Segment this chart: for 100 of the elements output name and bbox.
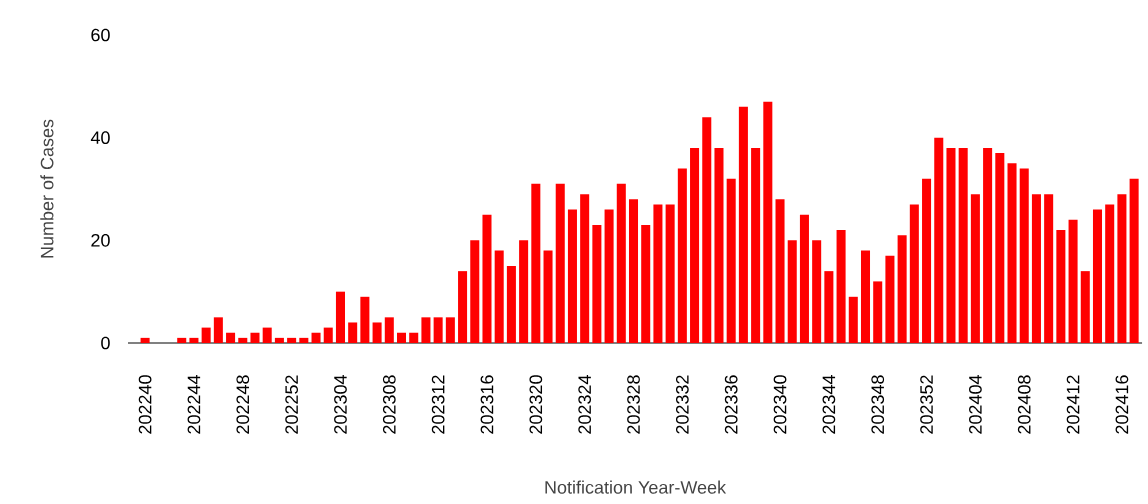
x-tick-label: 202336: [724, 375, 738, 434]
bar: [738, 106, 748, 343]
bar: [1019, 168, 1029, 343]
bar: [238, 337, 248, 343]
x-tick-label: 202332: [675, 375, 689, 434]
x-tick-label: 202416: [1115, 375, 1129, 434]
bar: [335, 291, 345, 343]
bar: [860, 250, 871, 343]
bar: [1080, 271, 1090, 343]
x-tick-label: 202412: [1066, 375, 1080, 434]
bar: [445, 317, 455, 343]
bar: [506, 266, 516, 343]
bar: [384, 317, 394, 343]
bar: [665, 204, 675, 343]
bar: [714, 147, 724, 343]
bar: [1007, 163, 1017, 343]
bar: [567, 209, 577, 343]
x-tick-label: 202408: [1017, 375, 1031, 434]
bar: [409, 332, 419, 343]
bar: [799, 214, 809, 343]
bar: [848, 296, 858, 343]
x-tick-label: 202404: [969, 375, 982, 434]
bar: [922, 178, 932, 343]
x-tick-label: 202308: [382, 375, 396, 434]
bar: [1044, 194, 1054, 343]
bar: [311, 332, 321, 343]
bar: [1129, 178, 1139, 343]
x-tick-label: 202348: [871, 375, 885, 434]
bar: [909, 204, 919, 343]
bar: [323, 327, 333, 343]
bar: [372, 322, 382, 343]
bar: [763, 101, 773, 343]
bar: [677, 168, 687, 343]
x-tick-label: 202352: [920, 375, 933, 434]
bar: [213, 317, 223, 343]
bar: [177, 337, 187, 343]
bar: [702, 117, 712, 343]
bar: [751, 147, 761, 343]
bar: [360, 296, 370, 343]
bar: [604, 209, 614, 343]
bar: [250, 332, 260, 343]
x-tick-label: 202324: [578, 375, 592, 434]
bar: [690, 147, 700, 343]
bar: [1068, 219, 1078, 343]
bar: [946, 147, 956, 343]
bar: [580, 194, 590, 343]
bar: [934, 137, 944, 343]
x-tick-label: 202248: [236, 375, 250, 434]
bar: [775, 199, 785, 343]
bar: [189, 337, 199, 343]
bar: [824, 271, 834, 343]
y-axis-title: Number of Cases: [40, 119, 54, 258]
x-tick-label: 202312: [431, 375, 445, 434]
x-tick-label: 202340: [773, 375, 787, 434]
bar: [1056, 230, 1066, 343]
bar: [458, 271, 468, 343]
bar: [299, 337, 309, 343]
y-tick-label: 0: [101, 336, 110, 350]
bar: [970, 194, 980, 343]
bar: [897, 235, 907, 343]
bar: [958, 147, 968, 343]
x-tick-label: 202252: [285, 375, 298, 434]
bar: [140, 337, 150, 343]
bar: [555, 183, 565, 343]
bar: [1092, 209, 1103, 343]
bar: [470, 240, 480, 343]
x-tick-label: 202240: [138, 375, 152, 434]
x-tick-label: 202320: [529, 375, 543, 434]
bar: [1117, 194, 1127, 343]
x-tick-label: 202304: [334, 375, 347, 434]
bar: [531, 183, 541, 343]
x-tick-label: 202316: [480, 375, 494, 434]
bar: [226, 332, 236, 343]
bar: [726, 178, 736, 343]
bar: [543, 250, 553, 343]
bar: [885, 255, 895, 343]
bar: [995, 153, 1005, 343]
x-tick-label: 202244: [187, 375, 201, 434]
bar: [836, 230, 846, 343]
bar: [653, 204, 663, 343]
x-axis-title: Notification Year-Week: [545, 480, 727, 494]
y-tick-label: 40: [90, 131, 110, 145]
x-tick-label: 202328: [627, 375, 640, 434]
bar: [348, 322, 358, 343]
bar: [812, 240, 822, 343]
bar: [519, 240, 529, 343]
x-tick-label: 202344: [822, 375, 836, 434]
bar: [274, 337, 284, 343]
bar: [873, 281, 883, 343]
bar: [433, 317, 443, 343]
bar: [421, 317, 431, 343]
bar: [628, 199, 639, 343]
y-tick-label: 20: [91, 233, 110, 247]
bar: [787, 240, 797, 343]
bar: [262, 327, 272, 343]
bar: [1105, 204, 1115, 343]
bar: [616, 183, 626, 343]
bar: [482, 214, 492, 343]
bar: [641, 224, 651, 343]
bar: [592, 224, 602, 343]
